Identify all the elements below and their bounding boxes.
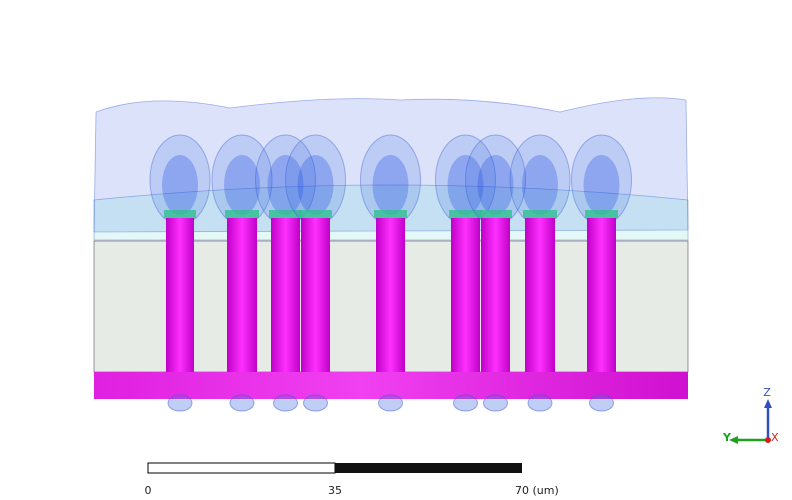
field-hotspot [449,210,482,218]
field-core [162,155,198,215]
axis-triad: Z Y X [722,386,779,444]
pillar [525,218,555,372]
scale-label: 0 [145,484,152,497]
field-drip [303,394,328,412]
field-hotspot [585,210,618,218]
scale-label: 70 (um) [515,484,559,497]
field-core [372,155,409,215]
field-hotspot [374,210,407,218]
axis-label: X [771,431,779,444]
scale-bar-black [335,463,522,473]
pillar [227,218,257,372]
field-core [267,155,304,215]
field-core [447,155,484,215]
pillar [271,218,300,372]
axis-label: Z [763,386,771,399]
field-hotspot [269,210,302,218]
field-drip [378,394,403,412]
scale-label: 35 [328,484,342,497]
field-core [477,155,514,215]
field-drip [527,394,553,412]
field-core [297,155,334,215]
pillar [376,218,405,372]
field-hotspot [225,210,259,218]
pillar [451,218,480,372]
bottom-field [167,394,614,412]
field-hotspot [164,210,196,218]
field-drip [273,394,298,412]
axis-label: Y [722,431,732,444]
pillar [481,218,510,372]
field-drip [453,394,478,412]
field-drip [229,394,255,412]
scale-bar-white [147,462,336,474]
field-hotspot [299,210,332,218]
field-drip [483,394,508,412]
pillar [587,218,616,372]
field-drip [167,394,193,412]
pillar [166,218,194,372]
field-core [583,155,620,215]
field-hotspot [523,210,557,218]
pillars [166,218,616,372]
bottom-plane [94,372,688,399]
pillar [301,218,330,372]
field-core [224,155,260,215]
field-bulbs [149,134,632,226]
field-core [522,155,558,215]
field-drip [589,394,614,412]
field-hotspot [479,210,512,218]
